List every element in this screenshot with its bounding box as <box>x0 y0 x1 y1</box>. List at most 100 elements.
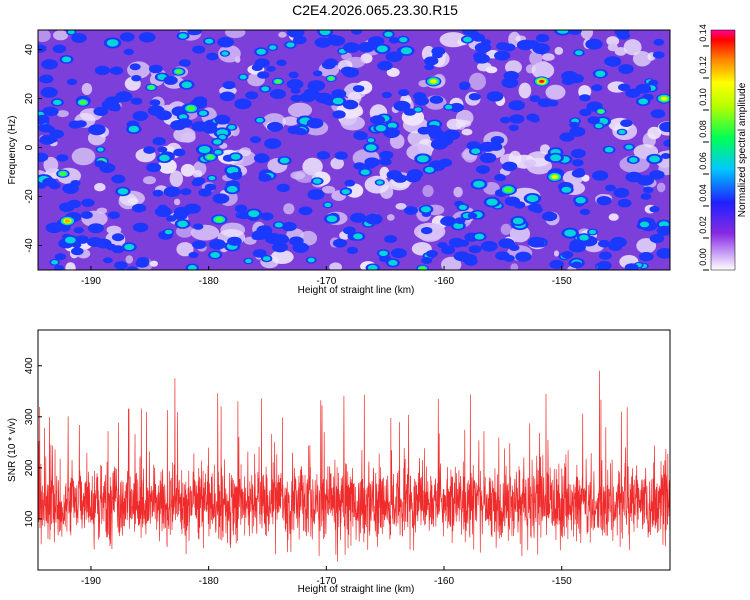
spectrogram-blob <box>316 151 331 160</box>
spectrogram-blob <box>67 199 82 209</box>
spectrogram-blob <box>319 30 331 36</box>
spectrogram-frame <box>37 29 671 271</box>
spectrogram-blob <box>501 161 518 172</box>
spectrogram-blob <box>148 85 155 90</box>
spectrogram-blob <box>143 146 156 154</box>
spectrogram-low-patch <box>38 30 51 42</box>
spectrogram-blob <box>193 223 204 230</box>
spectrogram-blob <box>579 208 591 216</box>
spectrogram-low-patch <box>477 61 492 72</box>
spectrogram-low-patch <box>81 83 93 95</box>
spectrogram-blob <box>386 170 402 180</box>
spectrogram-blob <box>579 94 591 102</box>
spectrogram-blob <box>68 120 82 129</box>
spectrogram-blob <box>307 189 325 200</box>
spectrogram-blob <box>177 220 188 228</box>
spectrogram-blob <box>324 58 338 67</box>
colorbar-tick-label: 0.08 <box>698 120 708 138</box>
spectrogram-blob <box>424 64 435 71</box>
spectrogram-low-patch <box>225 30 246 39</box>
spectrogram-blob <box>59 171 67 176</box>
spectrogram-blob <box>474 233 485 240</box>
spectrogram-blob <box>527 236 545 248</box>
spectrogram-blob <box>473 180 485 188</box>
spectrogram-blob <box>343 226 356 235</box>
snr-series-line <box>38 370 670 562</box>
colorbar-tick-label: 0.02 <box>698 216 708 234</box>
spectrogram-blob <box>206 52 219 61</box>
spectrogram-blob <box>430 79 437 84</box>
spectrogram-blob <box>550 154 562 162</box>
spectrogram-x-label: Height of straight line (km) <box>298 285 415 296</box>
spectrogram-blob <box>262 256 271 261</box>
spectrogram-low-patch <box>380 185 394 199</box>
spectrogram-blob <box>126 266 138 270</box>
spectrogram-blob <box>178 59 191 67</box>
spectrogram-blob <box>326 215 338 223</box>
spectrogram-blob <box>572 159 584 167</box>
spectrogram-blob <box>649 170 665 180</box>
spectrogram-blob <box>464 257 478 266</box>
spectrogram-blob <box>419 266 426 270</box>
spectrogram-low-patch <box>535 61 552 77</box>
spectrogram-blob <box>178 33 188 39</box>
spectrogram-blob <box>637 175 655 186</box>
spectrogram-blob <box>179 114 188 120</box>
spectrogram-blob <box>221 51 229 56</box>
spectrogram-blob <box>500 116 511 124</box>
spectrogram-blob <box>656 248 670 259</box>
spectrogram-low-patch <box>65 262 76 270</box>
spectrogram-blob <box>86 237 103 247</box>
colorbar-tick-label: 0.12 <box>698 56 708 74</box>
spectrogram-blob <box>314 37 332 48</box>
spectrogram-blob <box>342 99 359 110</box>
y-tick-label: -20 <box>24 189 35 204</box>
spectrogram-low-patch <box>180 163 195 177</box>
spectrogram-blob <box>114 261 128 270</box>
spectrogram-blob <box>132 203 147 213</box>
spectrogram-blob <box>254 58 270 68</box>
colorbar: 0.00 0.02 0.04 0.06 0.08 0.10 0.12 0.14 Normali… <box>698 24 748 271</box>
spectrogram-blob <box>421 227 433 235</box>
spectrogram-low-patch <box>127 197 139 205</box>
spectrogram-blob <box>226 185 238 193</box>
spectrogram-blob <box>266 65 276 72</box>
spectrogram-blob <box>568 30 582 35</box>
spectrogram-blob <box>107 211 120 219</box>
spectrogram-blob <box>504 187 513 193</box>
spectrogram-blob <box>532 206 543 214</box>
spectrogram-blob <box>445 104 453 110</box>
spectrogram-low-patch <box>169 170 183 188</box>
spectrogram-blob <box>438 158 453 167</box>
spectrogram-low-patch <box>329 262 342 270</box>
spectrogram-blob <box>587 116 600 125</box>
spectrogram-blob <box>199 110 208 116</box>
spectrogram-low-patch <box>614 47 627 56</box>
spectrogram-blob <box>649 155 660 163</box>
spectrogram-blob <box>214 150 222 155</box>
spectrogram-low-patch <box>192 169 203 178</box>
spectrogram-blob <box>286 42 295 48</box>
spectrogram-blob <box>208 176 216 181</box>
spectrogram-low-patch <box>554 250 559 257</box>
spectrogram-y-label: Frequency (Hz) <box>7 116 18 185</box>
spectrogram-low-patch <box>125 255 134 264</box>
spectrogram-blob <box>564 229 576 237</box>
spectrogram-low-patch <box>386 67 400 77</box>
spectrogram-blob <box>264 233 283 245</box>
spectrogram-low-patch <box>322 185 336 194</box>
spectrogram-blob <box>313 178 322 184</box>
spectrogram-blob <box>405 172 421 183</box>
spectrogram-blob <box>123 48 134 56</box>
spectrogram-blob <box>187 265 197 270</box>
spectrogram-low-patch <box>523 159 536 167</box>
y-tick-label: -40 <box>24 238 35 253</box>
spectrogram-blob <box>181 81 192 89</box>
spectrogram-blob <box>117 188 129 195</box>
spectrogram-blob <box>128 125 139 133</box>
spectrogram-blob <box>367 138 375 143</box>
spectrogram-blob <box>64 219 71 223</box>
spectrogram-blob <box>132 222 149 233</box>
spectrogram-blob <box>109 66 124 75</box>
spectrogram-blob <box>180 188 192 196</box>
